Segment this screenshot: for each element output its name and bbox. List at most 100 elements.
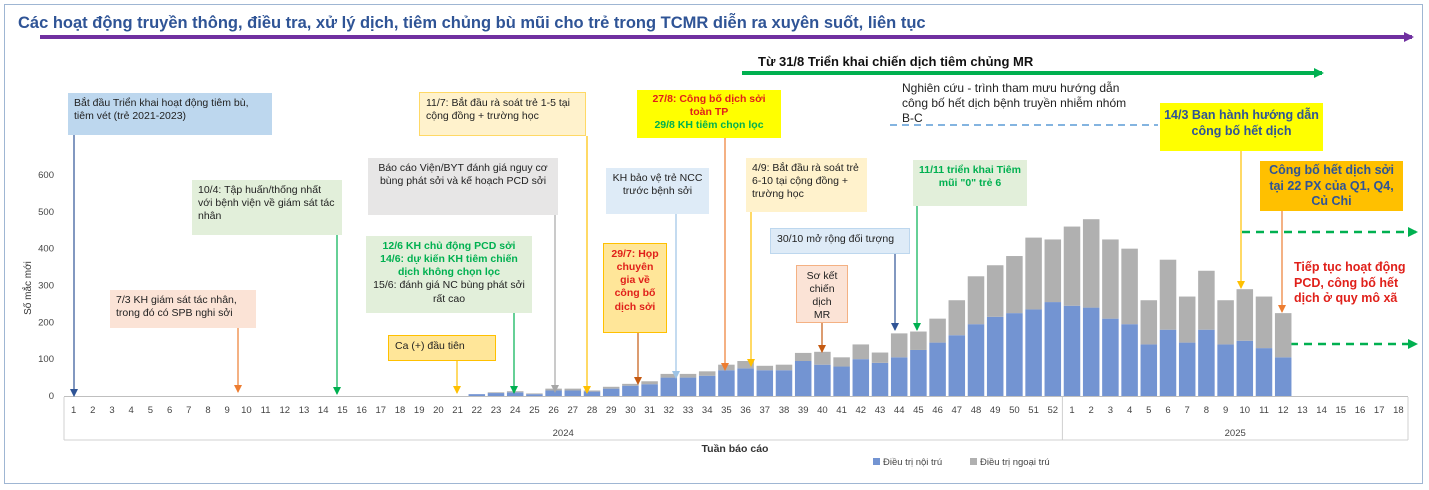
annotation-27-8: 27/8: Công bố dịch sởi toàn TP 29/8 KH t… xyxy=(637,90,781,138)
bar-inpatient xyxy=(737,368,754,396)
legend-swatch-inpatient xyxy=(873,458,880,465)
x-tick-label: 19 xyxy=(414,405,425,416)
bar-inpatient xyxy=(814,364,831,396)
bar-outpatient xyxy=(1217,300,1234,345)
bar-outpatient xyxy=(641,381,658,385)
bar-outpatient xyxy=(1159,259,1177,330)
annotation-cong-bo-het-dich: Công bố hết dịch sởi tại 22 PX của Q1, Q… xyxy=(1260,161,1403,211)
bar-outpatient xyxy=(1082,219,1100,308)
bar-outpatient xyxy=(718,364,735,371)
annotation-bao-cao: Báo cáo Viện/BYT đánh giá nguy cơ bùng p… xyxy=(368,158,558,215)
x-tick-label: 52 xyxy=(1048,405,1059,416)
bar-outpatient xyxy=(660,373,678,378)
bar-outpatient xyxy=(564,388,582,391)
bar-inpatient xyxy=(1121,324,1138,396)
bar-inpatient xyxy=(622,385,639,396)
bar-outpatient xyxy=(852,344,870,360)
annotation-7-3: 7/3 KH giám sát tác nhân, trong đó có SP… xyxy=(110,290,256,328)
bar-outpatient xyxy=(910,331,927,350)
x-tick-label: 5 xyxy=(148,405,153,416)
bar-inpatient xyxy=(794,361,812,396)
annotation-29-7: 29/7: Họp chuyên gia về công bố dịch sởi xyxy=(603,243,667,333)
x-tick-label: 7 xyxy=(1185,405,1190,416)
annotation-30-10: 30/10 mở rộng đối tượng xyxy=(770,228,910,254)
bar-outpatient xyxy=(1236,289,1254,341)
x-tick-label: 26 xyxy=(548,405,559,416)
bar-inpatient xyxy=(1178,342,1196,396)
bar-inpatient xyxy=(948,335,966,396)
bar-outpatient xyxy=(622,383,639,386)
y-axis-label: Số mắc mới xyxy=(21,261,34,315)
y-tick-label: 100 xyxy=(38,354,54,365)
bar-outpatient xyxy=(948,300,966,336)
x-tick-label: 14 xyxy=(1316,405,1327,416)
x-tick-label: 15 xyxy=(337,405,348,416)
x-tick-label: 9 xyxy=(1223,405,1228,416)
x-tick-label: 9 xyxy=(225,405,230,416)
bar-outpatient xyxy=(1044,239,1062,303)
x-tick-label: 25 xyxy=(529,405,540,416)
bar-outpatient xyxy=(506,391,524,393)
annotation-research: Nghiên cứu - trình tham mưu hướng dẫn cô… xyxy=(902,81,1127,125)
bar-inpatient xyxy=(1082,307,1100,396)
annotation-11-7: 11/7: Bắt đầu rà soát trẻ 1-5 tại cộng đ… xyxy=(419,92,586,136)
bars-group xyxy=(468,219,1292,396)
bar-outpatient xyxy=(1274,313,1292,358)
x-tick-label: 23 xyxy=(491,405,502,416)
x-tick-label: 10 xyxy=(241,405,252,416)
annotation-10-4: 10/4: Tập huấn/thống nhất với bệnh viện … xyxy=(192,180,342,235)
bar-inpatient xyxy=(1025,309,1042,396)
x-tick-label: 38 xyxy=(779,405,790,416)
bar-outpatient xyxy=(1198,270,1215,330)
annotation-11-11: 11/11 triển khai Tiêm mũi "0" trẻ 6 xyxy=(913,160,1027,206)
x-tick-label: 35 xyxy=(721,405,732,416)
bar-outpatient xyxy=(1006,256,1023,314)
bar-inpatient xyxy=(564,390,582,396)
bar-inpatient xyxy=(698,375,716,396)
bar-outpatient xyxy=(756,365,774,371)
bar-inpatient xyxy=(660,377,678,396)
x-axis-label: Tuần báo cáo xyxy=(702,443,769,455)
bar-outpatient xyxy=(1121,248,1138,325)
x-tick-label: 51 xyxy=(1028,405,1039,416)
y-tick-label: 200 xyxy=(38,317,54,328)
x-tick-label: 28 xyxy=(587,405,598,416)
bar-inpatient xyxy=(890,357,908,396)
annotation-12-6: 12/6 KH chủ động PCD sởi 14/6: dự kiến K… xyxy=(366,236,532,313)
x-tick-label: 17 xyxy=(1374,405,1385,416)
x-tick-label: 2 xyxy=(1089,405,1094,416)
x-tick-label: 13 xyxy=(1297,405,1308,416)
x-tick-label: 37 xyxy=(760,405,771,416)
bar-outpatient xyxy=(814,351,831,365)
bar-inpatient xyxy=(602,388,620,396)
year-label: 2025 xyxy=(1225,428,1246,439)
bar-outpatient xyxy=(526,393,543,395)
bar-inpatient xyxy=(545,390,562,396)
x-tick-label: 15 xyxy=(1336,405,1347,416)
x-tick-label: 32 xyxy=(664,405,675,416)
bar-inpatient xyxy=(986,316,1004,396)
bar-inpatient xyxy=(1198,329,1215,396)
banner-top: Các hoạt động truyền thông, điều tra, xử… xyxy=(18,13,926,32)
x-tick-label: 27 xyxy=(568,405,579,416)
bar-outpatient xyxy=(679,373,697,378)
bar-inpatient xyxy=(1044,302,1062,396)
legend-swatch-outpatient xyxy=(970,458,977,465)
bar-outpatient xyxy=(487,392,505,394)
x-tick-label: 4 xyxy=(129,405,134,416)
bar-outpatient xyxy=(967,276,985,325)
bar-inpatient xyxy=(871,362,889,396)
bar-inpatient xyxy=(1102,318,1119,396)
bar-inpatient xyxy=(1063,305,1081,396)
bar-inpatient xyxy=(1274,357,1292,396)
x-tick-label: 17 xyxy=(376,405,387,416)
bar-outpatient xyxy=(1140,300,1158,345)
y-tick-label: 600 xyxy=(38,170,54,181)
y-tick-label: 400 xyxy=(38,244,54,255)
x-tick-label: 34 xyxy=(702,405,713,416)
annotation-catchup-start: Bắt đầu Triển khai hoạt động tiêm bù, ti… xyxy=(68,93,272,135)
bar-inpatient xyxy=(583,391,601,396)
legend-label-inpatient: Điều trị nội trú xyxy=(883,457,942,468)
bar-inpatient xyxy=(641,384,658,396)
